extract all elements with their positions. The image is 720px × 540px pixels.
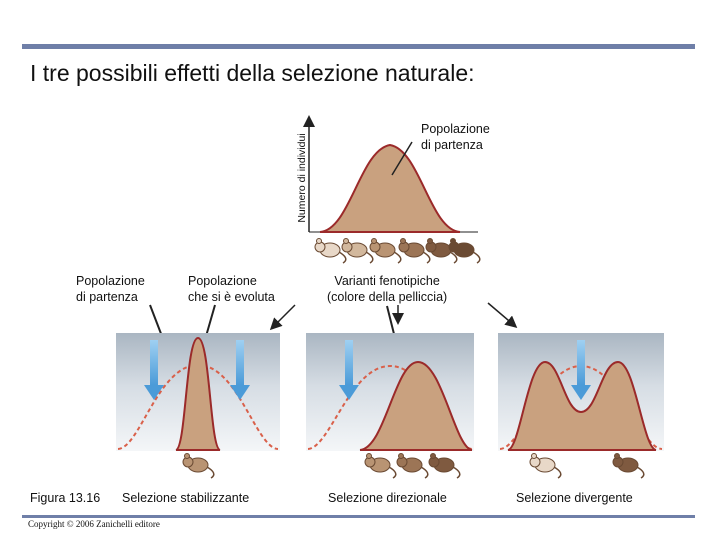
caption-divergent: Selezione divergente xyxy=(516,491,633,505)
label-start-pop-left: Popolazione di partenza xyxy=(76,274,145,304)
figure-label: Figura 13.16 xyxy=(30,491,101,505)
starting-population-curve xyxy=(319,143,461,233)
bottom-rule xyxy=(22,515,695,518)
slide-title: I tre possibili effetti della selezione … xyxy=(30,60,475,86)
arrow-to-stabilizing xyxy=(269,304,296,331)
pointer-line-top xyxy=(391,141,413,176)
y-axis-label: Numero di individui xyxy=(296,133,308,223)
panel-divergent xyxy=(498,333,664,479)
top-rule xyxy=(22,44,695,49)
caption-directional: Selezione direzionale xyxy=(328,491,447,505)
label-start-pop-top: Popolazione di partenza xyxy=(421,122,490,152)
mice-row-top xyxy=(314,237,481,264)
panel-stabilizing xyxy=(116,333,280,479)
panel-directional xyxy=(306,333,474,479)
label-phenotypic-variants: Varianti fenotipiche (colore della pelli… xyxy=(327,274,448,304)
copyright: Copyright © 2006 Zanichelli editore xyxy=(28,519,160,529)
arrow-to-divergent xyxy=(487,302,518,328)
label-evolved-pop: Popolazione che si è evoluta xyxy=(188,274,275,304)
caption-stabilizing: Selezione stabilizzante xyxy=(122,491,250,505)
